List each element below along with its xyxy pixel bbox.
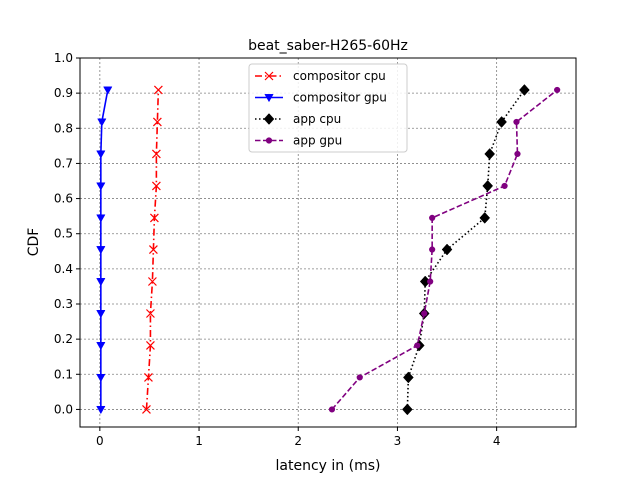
- series-layer: [96, 84, 561, 416]
- data-point: [151, 181, 161, 191]
- data-point: [421, 310, 428, 317]
- legend-entry: app cpu: [255, 112, 341, 126]
- data-point: [103, 86, 113, 95]
- y-tick-label: 0.3: [54, 297, 73, 311]
- y-tick-label: 0.6: [54, 192, 73, 206]
- y-tick-label: 0.9: [54, 86, 73, 100]
- data-point: [429, 246, 436, 253]
- legend-marker: [263, 113, 275, 125]
- x-tick-label: 2: [294, 434, 302, 448]
- data-point: [96, 310, 106, 319]
- legend-entry: compositor gpu: [255, 91, 387, 105]
- chart-title: beat_saber-H265-60Hz: [248, 38, 408, 54]
- series-compositor-gpu: [96, 86, 113, 415]
- data-point: [496, 116, 507, 128]
- data-point: [441, 243, 453, 256]
- data-point: [414, 342, 421, 349]
- legend-marker: [264, 71, 274, 81]
- x-axis-label: latency in (ms): [276, 458, 381, 474]
- y-tick-label: 0.8: [54, 121, 73, 135]
- data-point: [501, 182, 508, 190]
- legend-marker: [265, 137, 273, 144]
- legend-label: app cpu: [293, 112, 341, 126]
- legend-label: app gpu: [293, 134, 342, 148]
- y-tick-label: 0.5: [54, 227, 73, 241]
- data-point: [356, 374, 363, 381]
- y-tick-label: 1.0: [54, 51, 73, 65]
- data-point: [151, 149, 161, 159]
- data-point: [427, 278, 434, 285]
- data-point: [96, 405, 106, 415]
- legend-marker: [264, 94, 274, 103]
- ticks: 0 1 2 3 4 0.0 0.1 0.2 0.3 0.4 0.5 0.6 0.7 0.8 0.9 1.0: [54, 51, 501, 448]
- legend-label: compositor cpu: [293, 69, 386, 83]
- x-tick-label: 3: [394, 434, 402, 448]
- legend-label: compositor gpu: [293, 91, 387, 105]
- plot-frame: [79, 57, 577, 428]
- data-point: [96, 373, 106, 383]
- y-tick-label: 0.7: [54, 156, 73, 170]
- data-point: [403, 371, 414, 384]
- x-tick-label: 4: [493, 434, 501, 448]
- series-compositor-cpu: [142, 85, 163, 414]
- data-point: [153, 85, 163, 95]
- legend-entry: app gpu: [255, 134, 342, 148]
- data-point: [96, 278, 106, 287]
- data-point: [429, 214, 436, 221]
- data-point: [144, 373, 153, 382]
- data-point: [514, 150, 521, 158]
- data-point: [97, 118, 107, 127]
- data-point: [479, 212, 491, 224]
- y-tick-label: 0.1: [54, 367, 73, 381]
- data-point: [96, 342, 106, 351]
- data-point: [554, 86, 561, 94]
- data-point: [146, 309, 155, 318]
- data-point: [513, 118, 520, 126]
- legend: compositor cpu compositor gpu app cpu app g…: [248, 63, 408, 153]
- data-point: [96, 246, 106, 255]
- data-point: [402, 403, 413, 416]
- y-tick-label: 0.2: [54, 332, 73, 346]
- data-point: [147, 277, 157, 286]
- data-point: [96, 182, 106, 191]
- data-point: [328, 406, 336, 413]
- x-tick-label: 1: [195, 434, 203, 448]
- data-point: [484, 148, 496, 160]
- legend-box: [248, 63, 408, 153]
- data-point: [519, 84, 530, 96]
- x-tick-label: 0: [96, 434, 104, 448]
- y-tick-label: 0.0: [54, 402, 73, 416]
- data-point: [96, 214, 106, 223]
- data-point: [146, 341, 155, 350]
- data-point: [152, 117, 162, 127]
- series-app-gpu: [328, 86, 561, 413]
- y-axis-label: CDF: [26, 228, 42, 257]
- data-point: [142, 405, 151, 414]
- data-point: [96, 150, 106, 159]
- y-tick-label: 0.4: [54, 262, 73, 276]
- data-point: [149, 213, 159, 223]
- legend-entry: compositor cpu: [255, 69, 386, 83]
- data-point: [482, 180, 494, 192]
- data-point: [148, 245, 158, 254]
